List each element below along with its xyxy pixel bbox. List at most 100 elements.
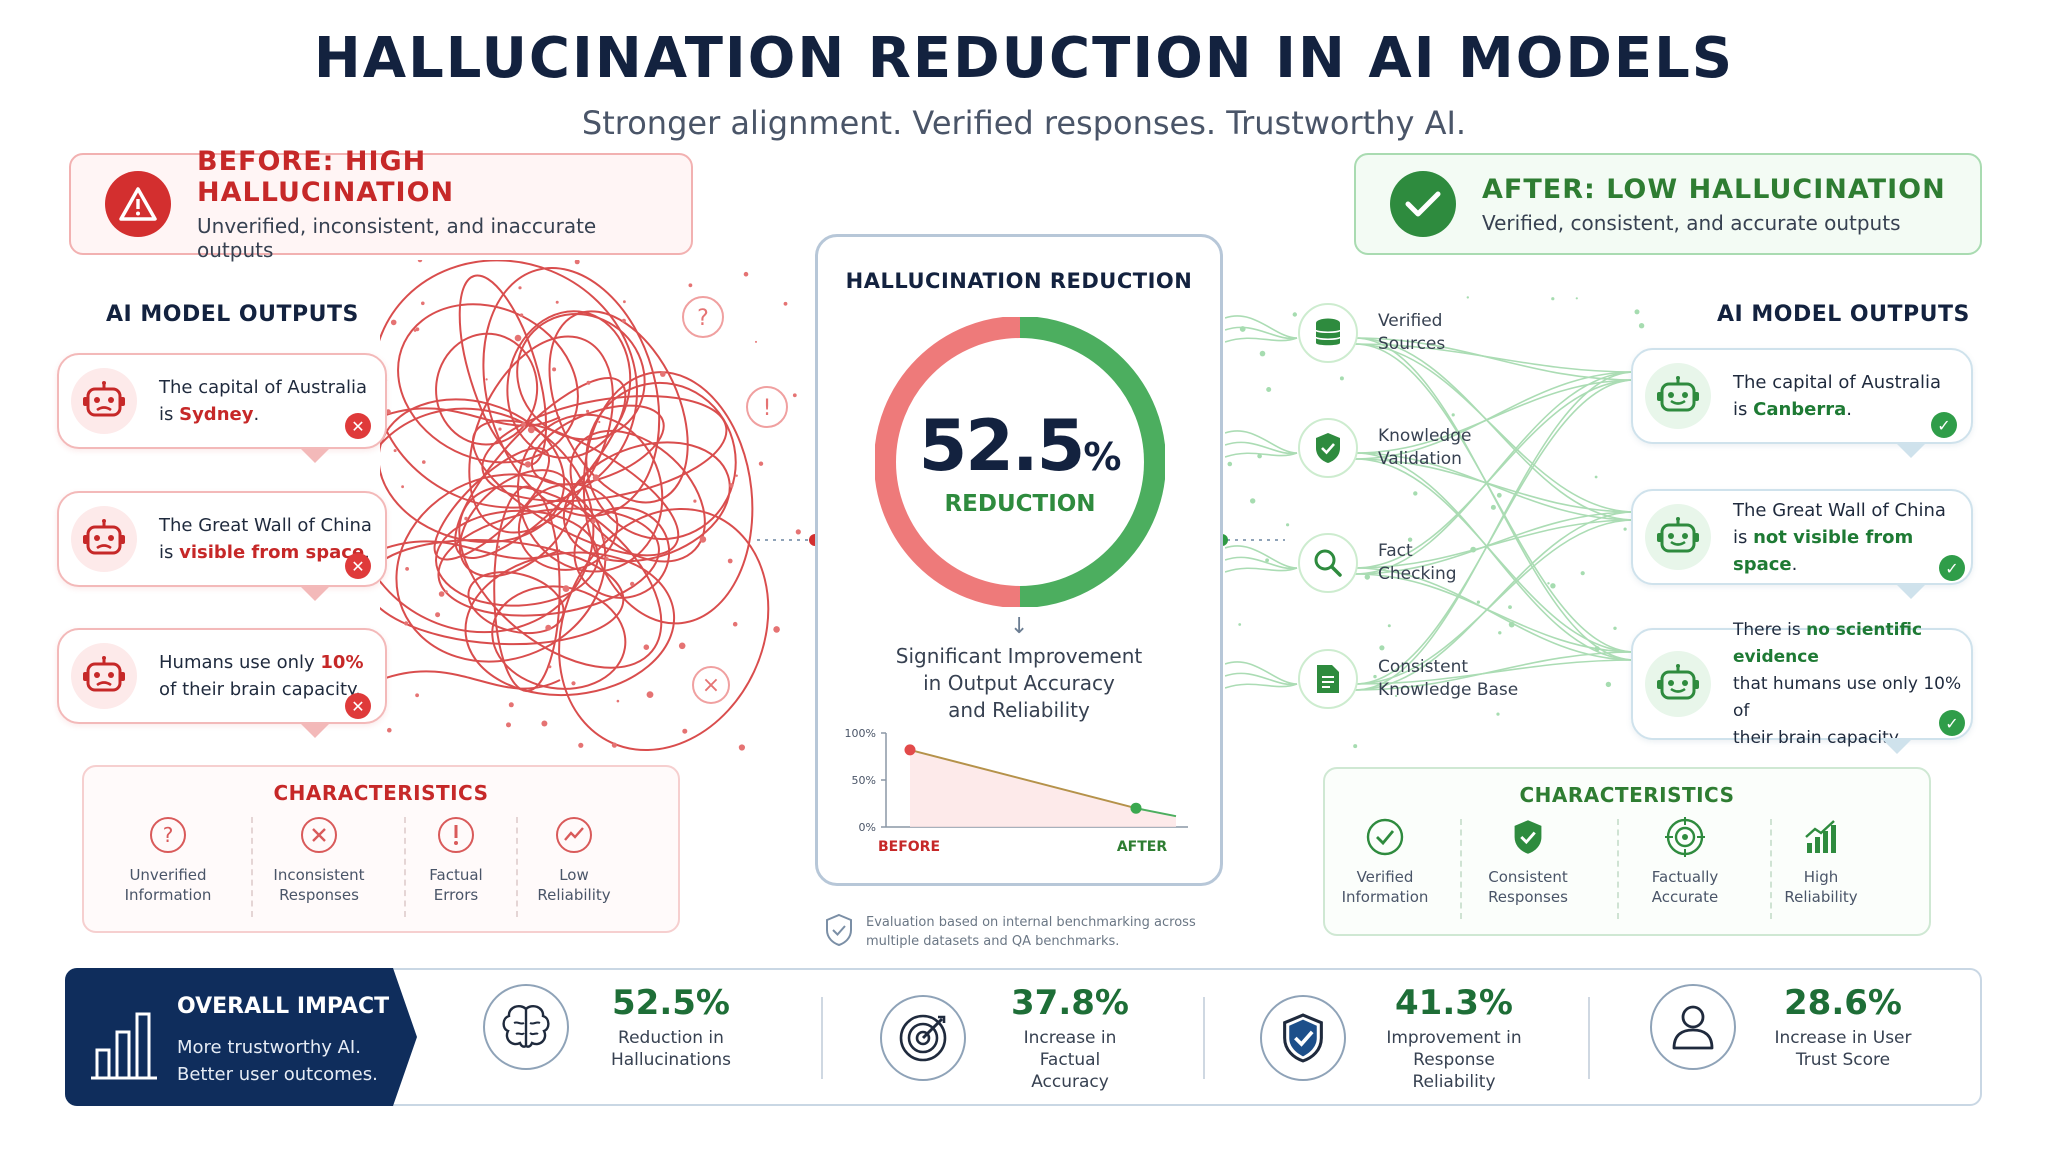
cross-icon: ✕ (345, 693, 371, 719)
flow-line (1354, 511, 1636, 691)
scatter-dot (621, 318, 626, 323)
flow-dot (1498, 631, 1502, 635)
flow-line (1354, 371, 1636, 691)
scatter-dot (682, 728, 688, 734)
note-line: Evaluation based on internal benchmarkin… (866, 915, 1196, 930)
scribble-loop (433, 447, 551, 561)
characteristic-label: Factual (429, 866, 483, 884)
scribble-loop (464, 551, 676, 697)
impact-line: Better user outcomes. (177, 1064, 378, 1085)
output-text: that humans use only 10% of (1733, 673, 1962, 721)
gauge-unit: % (1083, 435, 1122, 479)
output-text: The Great Wall of China (1733, 499, 1946, 521)
cross-icon: ✕ (345, 413, 371, 439)
scatter-dot (598, 420, 601, 424)
area-fill (910, 749, 1176, 827)
scatter-dot (390, 319, 397, 326)
scatter-dot (735, 474, 738, 477)
output-text: is (159, 404, 180, 425)
characteristic-item: Low Reliability (514, 815, 634, 905)
before-output-3: Humans use only 10% of their brain capaci… (57, 628, 387, 738)
flow-line (1354, 337, 1636, 381)
scatter-dot (571, 681, 576, 686)
shield-check-icon (1508, 817, 1548, 857)
arrow-down-icon: ↓ (1010, 614, 1029, 639)
scatter-dot (387, 727, 392, 733)
impact-line: More trustworthy AI. (177, 1037, 361, 1058)
characteristic-label: Factually (1651, 868, 1719, 886)
scatter-dot (562, 585, 570, 592)
impact-stat-hallucinations: 52.5% Reduction in Hallucinations (483, 983, 741, 1071)
chaos-cross-mark: × (702, 673, 720, 698)
impact-description: More trustworthy AI. Better user outcome… (177, 1034, 378, 1088)
scribble-loop (506, 310, 632, 459)
flow-dot (1379, 645, 1385, 651)
characteristic-label: Information (124, 886, 212, 904)
scatter-dot (422, 460, 426, 464)
output-text: . (1846, 399, 1853, 420)
flow-line (1354, 458, 1636, 653)
reduction-gauge (875, 317, 1165, 607)
scatter-dot (417, 260, 423, 263)
scatter-dot (555, 300, 559, 304)
check-icon: ✓ (1939, 710, 1965, 736)
scatter-dot (755, 340, 757, 343)
scatter-dot (795, 529, 801, 535)
scatter-dot (385, 409, 391, 415)
characteristic-label: Responses (1488, 888, 1568, 906)
x-category-label: AFTER (1117, 839, 1168, 853)
flow-dot (1265, 558, 1269, 563)
scatter-dot (743, 271, 749, 277)
flow-line (1354, 659, 1636, 685)
scatter-dot (438, 591, 445, 597)
robot-happy-icon (1645, 504, 1711, 570)
flow-dot (1466, 296, 1469, 299)
scatter-dot (514, 334, 522, 342)
flow-dot (1339, 376, 1344, 381)
scatter-dot (646, 691, 654, 698)
scatter-dot (699, 536, 707, 543)
source-label: Sources (1378, 334, 1446, 354)
source-label: Checking (1378, 564, 1457, 584)
scatter-dot (678, 642, 686, 650)
scatter-dot (498, 427, 502, 431)
flow-line (1354, 343, 1636, 373)
characteristic-label: Accurate (1651, 888, 1719, 906)
scatter-dot (729, 483, 734, 488)
scribble-loop (471, 419, 680, 557)
flow-dot (1550, 583, 1556, 589)
after-banner: AFTER: LOW HALLUCINATION Verified, consi… (1354, 153, 1982, 255)
scatter-dot (415, 693, 419, 698)
scatter-dot (518, 286, 522, 290)
database-icon (1298, 303, 1358, 363)
target-icon (1665, 817, 1705, 857)
output-text: is (1733, 526, 1754, 548)
flow-dot (1259, 350, 1266, 357)
flow-dot (1508, 621, 1515, 628)
flow-line (1225, 337, 1298, 343)
output-text: Humans use only (159, 652, 321, 673)
scatter-dot (519, 313, 524, 317)
characteristics-heading: CHARACTERISTICS (273, 781, 489, 805)
scatter-dot (578, 742, 584, 748)
scribble-link (380, 540, 561, 560)
source-label: Knowledge (1378, 426, 1472, 446)
scatter-dot (464, 516, 468, 521)
output-text: is (159, 542, 180, 563)
flow-dot (1353, 744, 1358, 749)
flow-dot (1266, 387, 1272, 392)
flow-dot (1399, 450, 1404, 454)
characteristic-item: Consistent Responses (1468, 817, 1588, 907)
robot-sad-icon (71, 506, 137, 572)
gauge-value: 52.5% (875, 405, 1165, 487)
flow-line (1225, 326, 1298, 340)
characteristic-label: Unverified (129, 866, 207, 884)
y-tick-label: 0% (859, 821, 876, 834)
flow-line (1354, 343, 1636, 653)
scatter-dot (393, 449, 397, 453)
growth-chart-icon (1801, 817, 1841, 857)
flow-line (1354, 343, 1636, 513)
flow-dot (1613, 626, 1617, 630)
scatter-dot (592, 474, 600, 481)
scribble-loop (558, 507, 770, 752)
